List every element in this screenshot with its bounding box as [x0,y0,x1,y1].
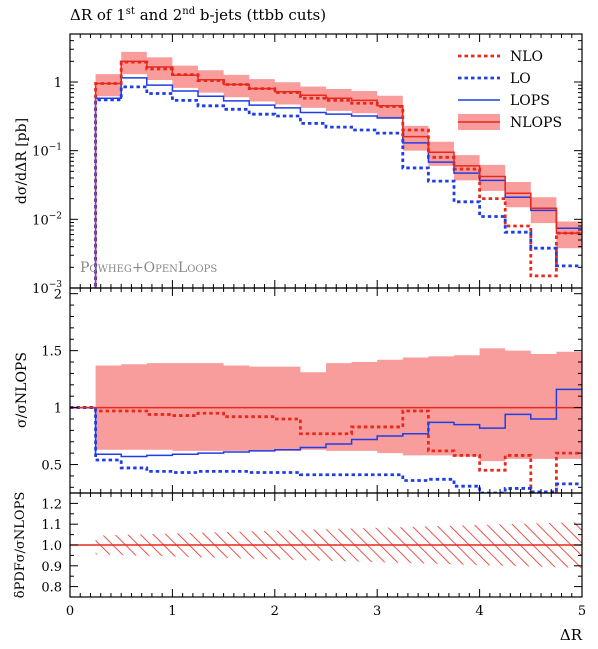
y-tick-label: 1.2 [41,497,62,512]
x-tick-label: 4 [475,604,483,619]
ratio-plot-area [70,348,582,493]
x-tick-label: 2 [271,604,279,619]
title-post: b-jets (ttbb cuts) [195,6,326,24]
nlops-ratio-band [95,348,582,462]
y-tick-label: 1 [54,402,62,417]
y-tick-label: 1.5 [41,345,62,360]
title-pre: ΔR of 1 [70,6,126,24]
legend: NLO LO LOPS NLOPS [458,49,562,131]
title-mid: and 2 [135,6,182,24]
x-axis-label: ΔR [560,626,583,644]
y-tick-label: 1 [54,76,62,91]
nlops-band [95,51,582,249]
y-tick-label: 0.8 [41,581,62,596]
y-axis-label-pdf: δPDFσ/σNLOPS [13,492,28,598]
series-lo-main [94,85,582,288]
main-plot-area [94,51,582,288]
y-tick-label: 1.1 [41,518,62,533]
y-axis-label-main: dσ/dΔR [pb] [14,118,30,204]
x-tick-label: 3 [373,604,381,619]
y-tick-label: 1.0 [41,539,62,554]
title-sup2: nd [182,6,195,17]
x-tick-label: 1 [168,604,176,619]
x-tick-label: 5 [578,604,586,619]
y-tick-label: 2 [54,288,62,303]
title-sup1: st [126,6,135,17]
ratio-panel: 0.5 1 1.5 2 [41,287,583,494]
series-nlo-main [94,60,582,288]
legend-lops-label: LOPS [510,93,550,109]
y-tick-label: 10−3 [32,280,62,297]
watermark: Powheg+OpenLoops [80,260,217,276]
pdf-panel: 0.8 0.9 1.0 1.1 1.2 0 1 2 3 4 5 [41,492,586,619]
y-tick-label: 0.9 [41,560,62,575]
chart-title: ΔR of 1st and 2nd b-jets (ttbb cuts) [70,6,326,24]
legend-lo-label: LO [510,71,531,87]
pdf-plot-area [70,522,582,568]
series-nlo-ratio [70,406,582,493]
x-tick-label: 0 [66,604,74,619]
series-lops-main [94,77,582,288]
series-lops-ratio [70,388,582,458]
y-tick-label: 10−2 [32,211,62,228]
legend-nlops-label: NLOPS [510,115,562,131]
series-nlops-main [94,60,582,288]
y-axis-label-ratio: σ/σNLOPS [14,352,30,428]
series-lo-ratio [70,406,582,493]
y-tick-label: 0.5 [41,459,62,474]
main-panel: 10−3 10−2 10−1 1 [32,33,583,297]
legend-nlo-label: NLO [510,49,543,65]
y-tick-label: 10−1 [32,143,62,160]
